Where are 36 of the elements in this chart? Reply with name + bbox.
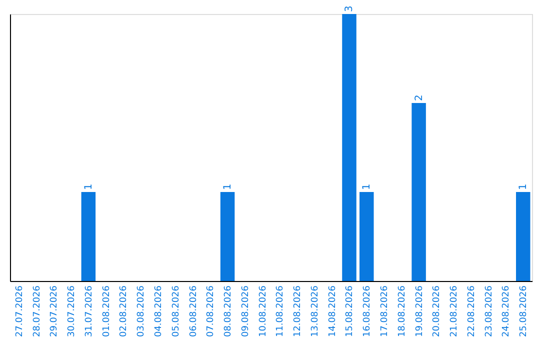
x-tick-label: 25.08.2026 [519,285,530,338]
x-tick-label: 03.08.2026 [136,285,147,338]
x-tick-label: 22.08.2026 [466,285,477,338]
x-tick-label: 01.08.2026 [102,285,112,338]
x-tick-label: 18.08.2026 [397,285,408,338]
data-label: 1 [83,184,94,190]
x-tick-label: 07.08.2026 [206,285,216,338]
x-tick-label: 30.07.2026 [67,285,78,338]
x-tick-label: 09.08.2026 [240,285,251,338]
x-tick-label: 15.08.2026 [345,285,356,338]
x-tick-label: 08.08.2026 [224,285,234,338]
data-label: 1 [222,184,234,190]
x-tick-label: 13.08.2026 [310,285,320,338]
x-tick-label: 21.08.2026 [450,285,460,338]
x-tick-label: 04.08.2026 [154,285,164,338]
x-tick-label: 11.08.2026 [276,285,286,338]
x-tick-label: 27.07.2026 [14,285,25,338]
x-tick-label: 16.08.2026 [362,285,373,338]
x-tick-label: 23.08.2026 [484,285,494,338]
x-tick-label: 10.08.2026 [258,285,268,338]
x-tick-label: 24.08.2026 [502,285,512,338]
x-tick-label: 17.08.2026 [380,285,390,338]
data-label: 1 [518,184,530,190]
data-label: 3 [344,6,356,12]
x-tick-label: 29.07.2026 [50,285,60,338]
x-tick-label: 02.08.2026 [119,285,130,338]
x-tick-label: 28.07.2026 [32,285,42,338]
x-tick-label: 14.08.2026 [328,285,338,338]
x-tick-label: 19.08.2026 [414,285,425,338]
data-label: 2 [414,94,425,101]
x-tick-label: 12.08.2026 [293,285,304,338]
x-tick-label: 31.07.2026 [84,285,94,338]
data-label: 1 [362,184,373,190]
x-tick-label: 20.08.2026 [432,285,442,338]
x-tick-label: 06.08.2026 [188,285,199,338]
x-tick-label: 05.08.2026 [171,285,182,338]
